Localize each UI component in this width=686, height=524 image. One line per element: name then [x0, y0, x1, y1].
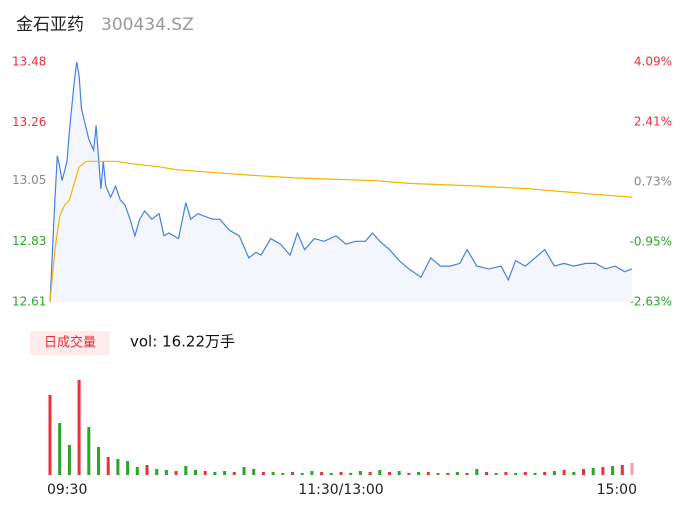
volume-bar: [562, 470, 566, 475]
volume-bar: [203, 471, 207, 475]
volume-bar: [155, 469, 159, 475]
volume-bar: [465, 473, 469, 475]
volume-bar: [242, 467, 246, 475]
volume-bar: [407, 473, 411, 475]
y2-tick-label: 0.73%: [634, 175, 672, 189]
volume-bar: [126, 461, 130, 475]
volume-bar: [455, 472, 459, 475]
volume-bar: [97, 447, 100, 475]
volume-bar: [58, 423, 62, 475]
volume-total: vol: 16.22万手: [130, 333, 235, 351]
volume-bar: [164, 470, 168, 475]
volume-bar: [388, 472, 391, 475]
x-tick-label: 11:30/13:00: [298, 482, 383, 498]
y2-tick-label: -2.63%: [630, 295, 672, 309]
volume-bar: [213, 472, 217, 475]
y-tick-label: 13.05: [12, 173, 46, 187]
volume-bar: [339, 472, 343, 475]
volume-bar: [582, 469, 585, 475]
volume-bar: [271, 472, 275, 475]
volume-bar: [87, 427, 91, 475]
average-line: [49, 160, 633, 303]
y-tick-label: 12.61: [12, 295, 46, 309]
x-tick-label: 15:00: [597, 482, 637, 498]
volume-bar: [543, 472, 547, 475]
volume-bar: [291, 472, 294, 475]
y2-tick-label: 2.41%: [634, 115, 672, 129]
price-area: [50, 62, 632, 302]
volume-bar: [611, 466, 615, 475]
volume-bar: [329, 473, 333, 475]
volume-bar: [446, 473, 450, 475]
volume-bar: [504, 472, 508, 475]
y-tick-label: 13.26: [12, 115, 46, 129]
volume-bar: [358, 471, 362, 475]
volume-bar: [368, 472, 372, 475]
volume-bar: [281, 473, 285, 475]
volume-bar: [194, 470, 197, 475]
price-line: [49, 61, 633, 303]
volume-bar: [436, 473, 440, 475]
volume-bar: [397, 471, 401, 475]
volume-bar: [106, 457, 110, 475]
volume-bar: [261, 472, 265, 475]
volume-tag: 日成交量: [44, 335, 96, 351]
volume-bar: [320, 472, 324, 475]
volume-bar: [378, 470, 382, 475]
volume-bar: [523, 472, 527, 475]
volume-bar: [145, 465, 149, 475]
volume-bar: [223, 471, 227, 475]
volume-bar: [135, 467, 139, 475]
volume-bar: [184, 466, 188, 475]
volume-bar: [591, 468, 595, 475]
volume-tag-bg: [30, 331, 110, 355]
volume-bar: [174, 471, 178, 475]
volume-bar: [252, 469, 256, 475]
x-tick-label: 09:30: [47, 482, 87, 498]
volume-bar: [552, 471, 556, 475]
volume-bar: [77, 380, 81, 475]
y-tick-label: 12.83: [12, 234, 46, 248]
volume-bar: [232, 472, 236, 475]
volume-bar: [620, 465, 624, 475]
volume-bar: [48, 395, 52, 475]
volume-bar: [485, 472, 488, 475]
y-tick-label: 13.48: [12, 55, 46, 69]
volume-bar: [310, 471, 314, 475]
stock-code: 300434.SZ: [101, 15, 194, 35]
volume-bar: [67, 445, 71, 475]
volume-bar: [494, 473, 498, 475]
stock-name: 金石亚药: [16, 15, 84, 35]
volume-bar: [349, 473, 353, 475]
volume-bar: [533, 473, 537, 475]
volume-bar: [601, 467, 605, 475]
volume-bar: [426, 472, 430, 475]
volume-bar: [417, 472, 421, 475]
y2-tick-label: 4.09%: [634, 55, 672, 69]
y2-tick-label: -0.95%: [630, 235, 672, 249]
volume-bar: [116, 459, 120, 475]
volume-bar: [630, 463, 634, 475]
volume-bar: [572, 472, 576, 475]
volume-bar: [475, 469, 479, 475]
volume-bar: [514, 473, 518, 475]
volume-bar: [300, 473, 304, 475]
